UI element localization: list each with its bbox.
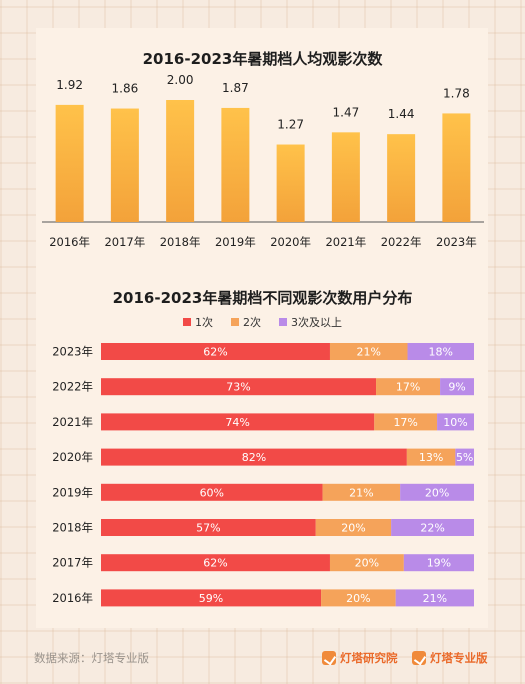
avg-views-bar-chart: 1.92 2016年 1.86 2017年 2.00 2018年 1.87 2019年 1.27… [42,73,484,249]
bar-value-label: 1.86 [112,82,139,96]
legend-item-2: 2次 [231,314,261,330]
legend-item-3: 3次及以上 [279,314,342,330]
x-tick-label: 2023年 [436,235,477,249]
x-tick-label: 2018年 [160,235,201,249]
bottom-chart-title: 2016-2023年暑期档不同观影次数用户分布 [112,289,413,307]
bar-value-label: 1.44 [388,107,415,121]
bar-value-label: 2.00 [167,73,194,87]
bar-value-label: 1.47 [333,105,360,119]
bar-2021年 [331,132,360,222]
x-tick-label: 2019年 [215,235,256,249]
bar-2019年 [221,107,250,222]
research-institute-logo: 灯塔研究院 [322,650,398,666]
bar-2020年 [276,144,305,222]
legend-label-1: 1次 [195,316,213,329]
legend-swatch-2 [231,318,239,326]
bar-value-label: 1.92 [56,78,83,92]
data-source-note: 数据来源：灯塔专业版 [34,651,149,665]
x-tick-label: 2017年 [104,235,145,249]
x-tick-label: 2021年 [325,235,366,249]
legend-swatch-1 [183,318,191,326]
bar-value-label: 1.78 [443,86,470,100]
x-tick-label: 2016年 [49,235,90,249]
research-logo-icon [322,651,336,665]
top-chart-title: 2016-2023年暑期档人均观影次数 [142,50,383,68]
bar-value-label: 1.87 [222,81,249,95]
legend-label-2: 2次 [243,316,261,329]
bar-2023年 [442,113,471,222]
x-tick-label: 2022年 [381,235,422,249]
x-tick-label: 2020年 [270,235,311,249]
bar-2018年 [166,100,195,222]
bar-2017年 [110,108,139,222]
bar-2016年 [55,104,84,222]
legend-item-1: 1次 [183,314,213,330]
pro-logo-icon [412,651,426,665]
legend: 1次 2次 3次及以上 [0,314,525,330]
bar-value-label: 1.27 [277,118,304,132]
pro-edition-logo: 灯塔专业版 [412,650,488,666]
research-logo-text: 灯塔研究院 [340,651,398,665]
bar-2022年 [387,134,416,222]
pro-logo-text: 灯塔专业版 [430,651,488,665]
legend-label-3: 3次及以上 [291,316,342,329]
legend-swatch-3 [279,318,287,326]
